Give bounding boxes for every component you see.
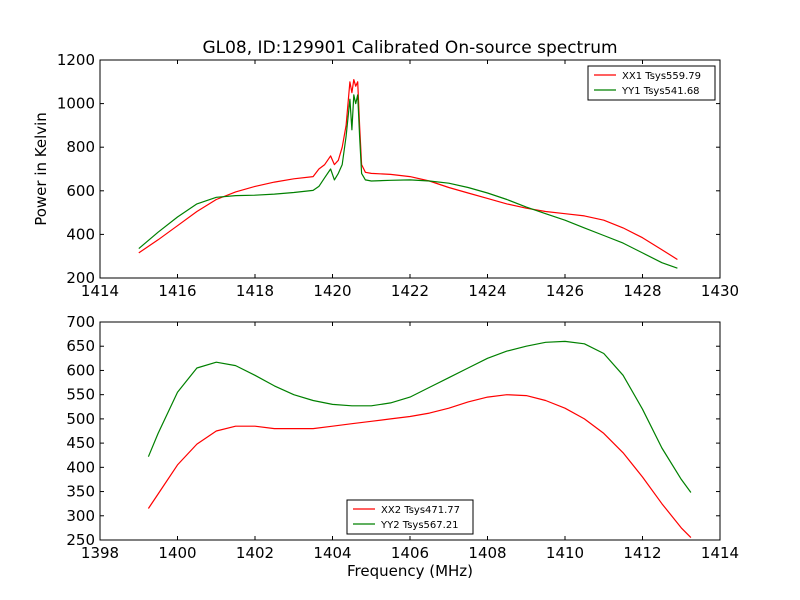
x-tick-label: 1420 bbox=[313, 282, 351, 300]
x-tick-label: 1428 bbox=[623, 282, 661, 300]
y-tick-label: 650 bbox=[66, 337, 95, 355]
x-tick-label: 1416 bbox=[158, 282, 196, 300]
series-line-1 bbox=[147, 394, 692, 539]
series-line-2 bbox=[138, 94, 678, 269]
x-tick-label: 1424 bbox=[468, 282, 506, 300]
x-tick-label: 1414 bbox=[701, 544, 739, 562]
series-line-2 bbox=[147, 340, 692, 493]
y-tick-label: 600 bbox=[66, 182, 95, 200]
x-tick-label: 1402 bbox=[236, 544, 274, 562]
x-tick-label: 1400 bbox=[158, 544, 196, 562]
x-tick-label: 1410 bbox=[546, 544, 584, 562]
y-axis-label: Power in Kelvin bbox=[32, 112, 50, 226]
legend-box bbox=[587, 65, 716, 101]
y-tick-label: 200 bbox=[66, 269, 95, 287]
x-tick-label: 1414 bbox=[81, 282, 119, 300]
x-tick-label: 1404 bbox=[313, 544, 351, 562]
x-tick-label: 1418 bbox=[236, 282, 274, 300]
x-tick-label: 1398 bbox=[81, 544, 119, 562]
x-tick-label: 1408 bbox=[468, 544, 506, 562]
figure-title: GL08, ID:129901 Calibrated On-source spe… bbox=[202, 38, 617, 58]
y-tick-label: 600 bbox=[66, 361, 95, 379]
legend-label-2: YY2 Tsys567.21 bbox=[380, 520, 459, 531]
x-tick-label: 1406 bbox=[391, 544, 429, 562]
bottom-chart-panel: 1398 1400 1402 1404 1406 1408 1410 1412 1414 250 3… bbox=[66, 313, 739, 580]
y-tick-label: 350 bbox=[66, 483, 95, 501]
y-tick-label: 500 bbox=[66, 410, 95, 428]
y-tick-label: 1000 bbox=[57, 95, 95, 113]
x-tick-label: 1430 bbox=[701, 282, 739, 300]
x-tick-label: 1426 bbox=[546, 282, 584, 300]
series-line-1 bbox=[138, 78, 678, 261]
y-tick-label: 250 bbox=[66, 531, 95, 549]
x-axis-label: Frequency (MHz) bbox=[347, 562, 473, 580]
legend-label-1: XX1 Tsys559.79 bbox=[622, 71, 701, 82]
y-tick-label: 550 bbox=[66, 386, 95, 404]
x-tick-label: 1422 bbox=[391, 282, 429, 300]
top-chart-panel: 1414 1416 1418 1420 1422 1424 1426 1428 1430 200 4… bbox=[32, 51, 739, 300]
y-tick-label: 1200 bbox=[57, 51, 95, 69]
legend-label-1: XX2 Tsys471.77 bbox=[381, 505, 460, 516]
y-tick-label: 800 bbox=[66, 138, 95, 156]
y-tick-label: 700 bbox=[66, 313, 95, 331]
legend-box bbox=[346, 499, 474, 535]
x-tick-label: 1412 bbox=[623, 544, 661, 562]
y-tick-label: 400 bbox=[66, 225, 95, 243]
y-tick-label: 450 bbox=[66, 434, 95, 452]
legend-label-2: YY1 Tsys541.68 bbox=[621, 86, 700, 97]
y-tick-label: 400 bbox=[66, 458, 95, 476]
y-tick-label: 300 bbox=[66, 507, 95, 525]
